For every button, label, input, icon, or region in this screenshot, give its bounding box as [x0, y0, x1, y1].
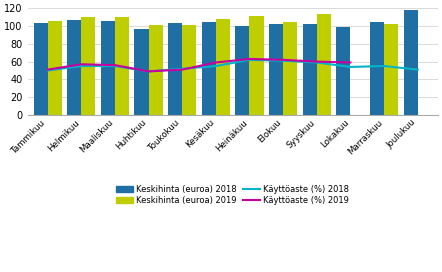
Bar — [236, 26, 249, 115]
Bar — [115, 17, 129, 115]
Bar — [384, 24, 398, 115]
Bar — [317, 14, 331, 115]
Bar — [101, 21, 115, 115]
Bar — [149, 25, 163, 115]
Bar — [168, 23, 182, 115]
Bar — [283, 21, 297, 115]
Bar — [202, 21, 216, 115]
Bar — [404, 10, 418, 115]
Bar — [303, 24, 317, 115]
Bar — [134, 29, 149, 115]
Bar — [216, 19, 230, 115]
Bar — [34, 23, 48, 115]
Bar — [370, 21, 384, 115]
Bar — [269, 24, 283, 115]
Bar — [67, 20, 81, 115]
Bar — [336, 27, 351, 115]
Bar — [81, 17, 95, 115]
Bar — [182, 25, 196, 115]
Legend: Keskihinta (euroa) 2018, Keskihinta (euroa) 2019, Käyttöaste (%) 2018, Käyttöast: Keskihinta (euroa) 2018, Keskihinta (eur… — [113, 181, 353, 208]
Bar — [48, 21, 62, 115]
Bar — [249, 16, 263, 115]
